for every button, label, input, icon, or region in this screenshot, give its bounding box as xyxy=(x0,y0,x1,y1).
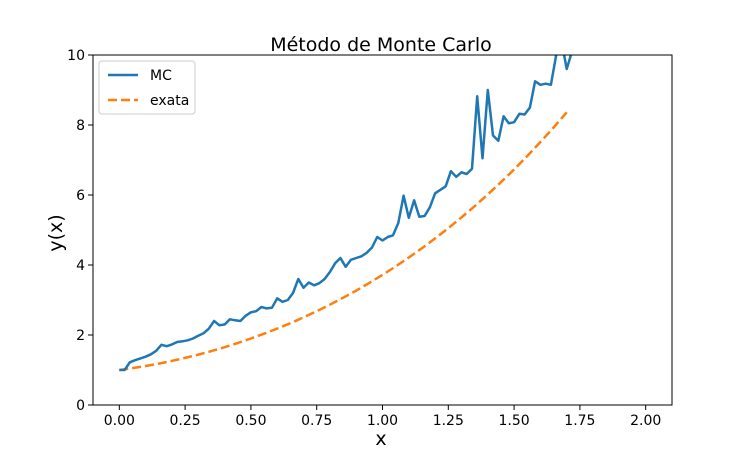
y-tick-label: 4 xyxy=(76,258,85,274)
y-tick-label: 2 xyxy=(76,328,85,344)
x-tick-label: 2.00 xyxy=(630,413,661,429)
x-tick-label: 0.00 xyxy=(104,413,135,429)
x-tick-label: 0.25 xyxy=(170,413,201,429)
chart-title: Método de Monte Carlo xyxy=(270,34,492,56)
y-tick-label: 0 xyxy=(76,398,85,414)
y-tick-label: 8 xyxy=(76,118,85,134)
x-tick-label: 1.50 xyxy=(499,413,530,429)
legend-label-exata: exata xyxy=(150,93,189,109)
series-line-mc xyxy=(119,55,573,372)
x-tick-label: 0.75 xyxy=(301,413,332,429)
legend-label-mc: MC xyxy=(150,68,172,84)
x-axis: 0.00 0.25 0.50 0.75 1.00 1.25 1.50 1.75 2.00 xyxy=(104,405,661,429)
plot-lines xyxy=(119,55,573,372)
y-axis: 0 2 4 6 8 10 xyxy=(67,48,93,414)
y-axis-label: y(x) xyxy=(45,214,67,251)
x-tick-label: 1.00 xyxy=(367,413,398,429)
series-line-exata xyxy=(119,111,568,372)
x-axis-label: x xyxy=(375,428,386,450)
x-tick-label: 0.50 xyxy=(235,413,266,429)
x-tick-label: 1.75 xyxy=(564,413,595,429)
y-tick-label: 6 xyxy=(76,188,85,204)
x-tick-label: 1.25 xyxy=(433,413,464,429)
y-tick-label: 10 xyxy=(67,48,85,64)
legend: MC exata xyxy=(98,60,196,115)
